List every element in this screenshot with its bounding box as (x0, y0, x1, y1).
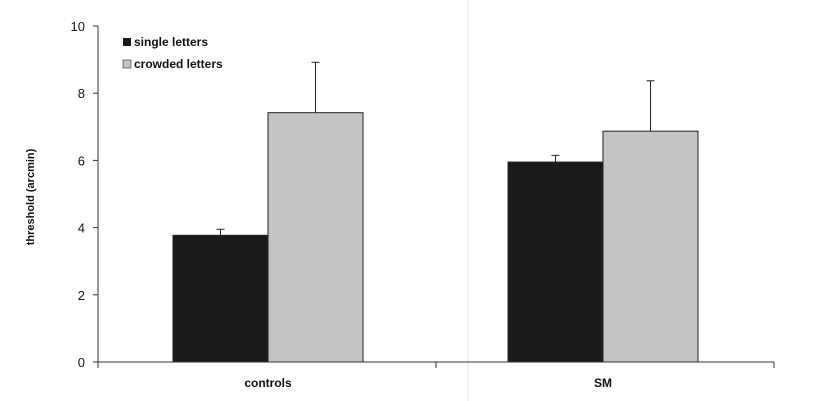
y-tick-label: 6 (78, 153, 85, 168)
x-tick-label-controls: controls (244, 376, 292, 390)
legend-swatch-single-letters (123, 38, 131, 46)
x-tick-label-sm: SM (594, 376, 612, 390)
bar-crowded-letters-controls (267, 112, 364, 363)
bar-single-letters-sm (507, 161, 604, 363)
y-tick-label: 4 (78, 221, 85, 236)
y-tick-label: 8 (78, 86, 85, 101)
bar-single-letters-controls (172, 234, 269, 363)
y-tick-label: 10 (71, 19, 85, 34)
y-tick-label: 2 (78, 288, 85, 303)
legend: single letters crowded letters (122, 35, 223, 71)
legend-swatch-crowded-letters (122, 59, 132, 69)
y-axis-label: threshold (arcmin) (25, 148, 37, 245)
y-tick-label: 0 (78, 355, 85, 370)
legend-label-single-letters: single letters (134, 35, 208, 49)
bar-crowded-letters-sm (602, 130, 699, 363)
legend-label-crowded-letters: crowded letters (134, 57, 223, 71)
